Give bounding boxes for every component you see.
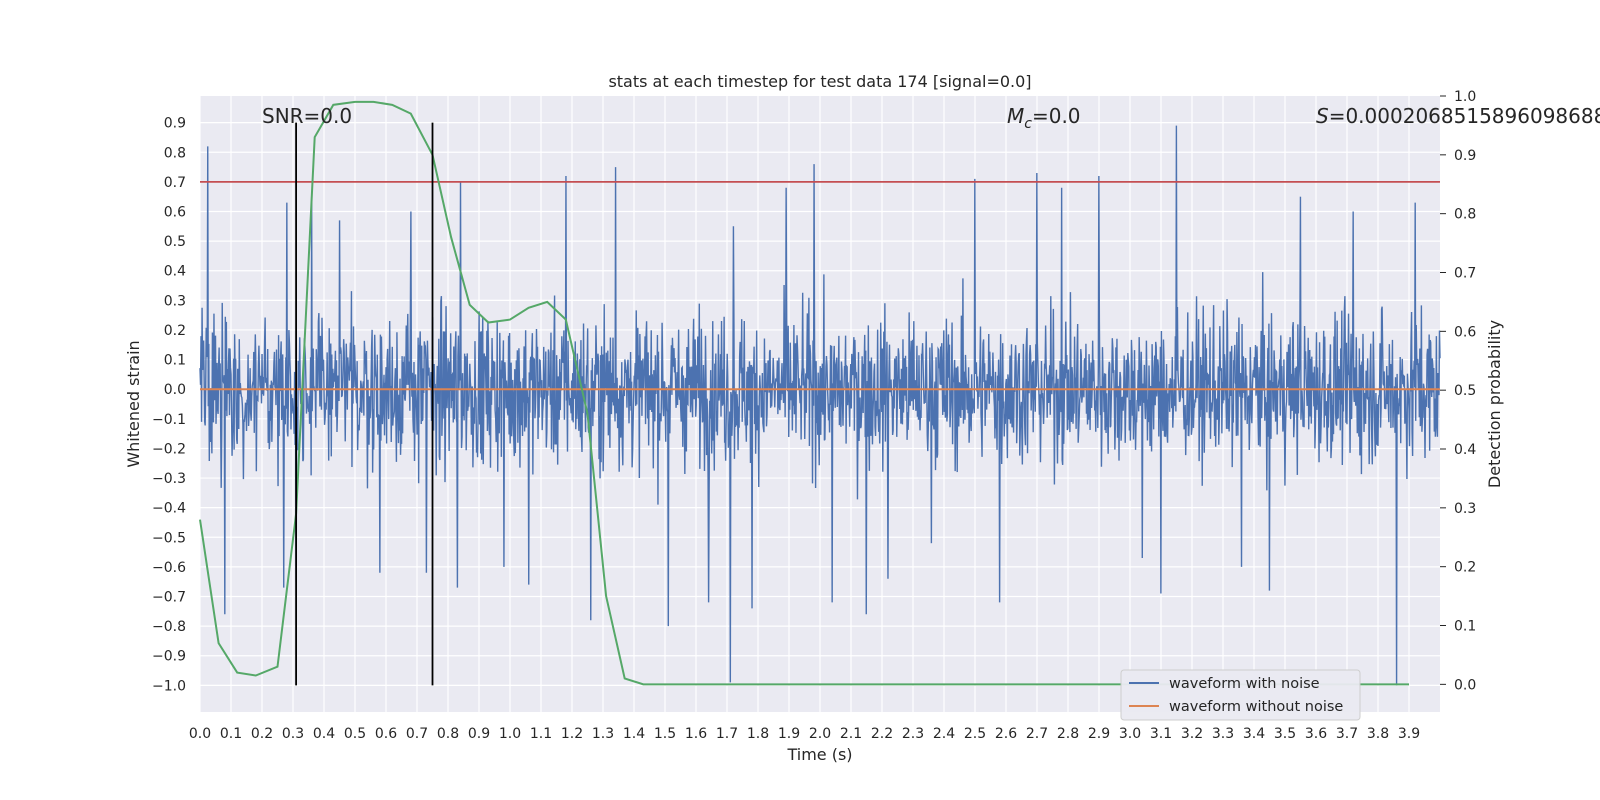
y-tick-label: −0.7 — [152, 590, 186, 606]
y-tick-label: −1.0 — [152, 678, 186, 694]
y2-tick-label: 0.4 — [1454, 442, 1476, 458]
y-tick-label: −0.2 — [152, 441, 186, 457]
series-detection-probability — [199, 100, 1409, 686]
legend-label-noise: waveform with noise — [1169, 676, 1320, 692]
x-tick-label: 0.8 — [437, 726, 459, 742]
y2-tick-label: 0.3 — [1454, 501, 1476, 517]
lines-layer — [199, 100, 1440, 686]
x-tick-label: 1.4 — [623, 726, 645, 742]
y-tick-label: −0.1 — [152, 412, 186, 428]
mc-annotation: Mc=0.0 — [1007, 104, 1081, 132]
s-symbol: S — [1316, 104, 1329, 128]
x-tick-label: 1.3 — [592, 726, 614, 742]
x-tick-label: 1.6 — [685, 726, 707, 742]
y2-tick-label: 0.1 — [1454, 619, 1476, 635]
x-tick-label: 1.1 — [530, 726, 552, 742]
x-tick-label: 2.1 — [840, 726, 862, 742]
y-tick-label: 0.8 — [164, 145, 186, 161]
y-tick-label: 0.7 — [164, 175, 186, 191]
x-tick-label: 3.4 — [1243, 726, 1265, 742]
x-axis-label: Time (s) — [786, 745, 852, 764]
y-tick-label: −0.8 — [152, 619, 186, 635]
y-tick-label: −0.3 — [152, 471, 186, 487]
x-tick-label: 3.6 — [1305, 726, 1327, 742]
y2-tick-label: 0.8 — [1454, 207, 1476, 223]
y2-tick-label: 0.2 — [1454, 560, 1476, 576]
series-waveform-with-noise — [199, 125, 1441, 686]
mc-value: =0.0 — [1032, 104, 1081, 128]
y-tick-label: 0.3 — [164, 293, 186, 309]
x-tick-label: 2.7 — [1026, 726, 1048, 742]
x-tick-label: 0.1 — [220, 726, 242, 742]
y-tick-label: −0.6 — [152, 560, 186, 576]
s-value: =0.00020685158960986882 — [1329, 104, 1600, 128]
legend: waveform with noise waveform without noi… — [1120, 669, 1361, 721]
x-tick-label: 2.4 — [933, 726, 955, 742]
x-tick-label: 3.9 — [1398, 726, 1420, 742]
x-tick-label: 0.7 — [406, 726, 428, 742]
y-tick-label: 0.4 — [164, 264, 186, 280]
y-tick-label: 0.6 — [164, 205, 186, 221]
y-tick-label: 0.0 — [164, 382, 186, 398]
y2-tick-label: 0.7 — [1454, 266, 1476, 282]
x-tick-label: 3.5 — [1274, 726, 1296, 742]
x-tick-label: 2.8 — [1057, 726, 1079, 742]
x-tick-label: 3.2 — [1181, 726, 1203, 742]
x-tick-label: 2.6 — [995, 726, 1017, 742]
x-tick-label: 0.9 — [468, 726, 490, 742]
x-tick-label: 2.2 — [871, 726, 893, 742]
x-tick-label: 1.2 — [561, 726, 583, 742]
y-tick-label: 0.9 — [164, 116, 186, 132]
x-tick-label: 0.6 — [375, 726, 397, 742]
x-tick-label: 1.9 — [778, 726, 800, 742]
ticks-layer: 0.0 0.1 0.2 0.3 0.4 0.5 0.6 0.7 0.8 0.9 1.0 1.1 1.2 1… — [152, 89, 1476, 742]
x-tick-label: 1.0 — [499, 726, 521, 742]
x-tick-label: 2.0 — [809, 726, 831, 742]
y-tick-label: 0.2 — [164, 323, 186, 339]
y-tick-label: −0.5 — [152, 530, 186, 546]
x-tick-label: 2.5 — [964, 726, 986, 742]
y-axis-label: Whitened strain — [124, 340, 143, 467]
x-tick-label: 2.9 — [1088, 726, 1110, 742]
x-tick-label: 0.5 — [344, 726, 366, 742]
x-tick-label: 3.3 — [1212, 726, 1234, 742]
y-tick-label: −0.4 — [152, 501, 186, 517]
legend-label-clean: waveform without noise — [1169, 699, 1343, 715]
y-tick-label: 0.5 — [164, 234, 186, 250]
y2-tick-label: 0.6 — [1454, 324, 1476, 340]
x-tick-label: 1.8 — [747, 726, 769, 742]
x-tick-label: 1.7 — [716, 726, 738, 742]
x-tick-label: 3.7 — [1336, 726, 1358, 742]
y-tick-label: 0.1 — [164, 353, 186, 369]
y2-tick-label: 0.9 — [1454, 148, 1476, 164]
x-tick-label: 0.2 — [251, 726, 273, 742]
s-annotation: S=0.00020685158960986882 — [1316, 104, 1600, 128]
x-tick-label: 2.3 — [902, 726, 924, 742]
legend-box — [1120, 669, 1361, 721]
x-tick-label: 0.4 — [313, 726, 335, 742]
x-tick-label: 0.0 — [189, 726, 211, 742]
x-tick-label: 3.1 — [1150, 726, 1172, 742]
mc-subscript: c — [1024, 116, 1032, 132]
y2-axis-label: Detection probability — [1485, 320, 1504, 488]
y-tick-label: −0.9 — [152, 649, 186, 665]
x-tick-label: 3.0 — [1119, 726, 1141, 742]
y2-tick-label: 0.5 — [1454, 383, 1476, 399]
snr-annotation: SNR=0.0 — [262, 104, 352, 128]
x-tick-label: 1.5 — [654, 726, 676, 742]
y2-tick-label: 0.0 — [1454, 677, 1476, 693]
x-tick-label: 0.3 — [282, 726, 304, 742]
y2-tick-label: 1.0 — [1454, 89, 1476, 105]
chart-title: stats at each timestep for test data 174… — [608, 72, 1031, 91]
noise-waveform-layer — [199, 125, 1441, 686]
mc-symbol: M — [1007, 104, 1024, 128]
x-tick-label: 3.8 — [1367, 726, 1389, 742]
